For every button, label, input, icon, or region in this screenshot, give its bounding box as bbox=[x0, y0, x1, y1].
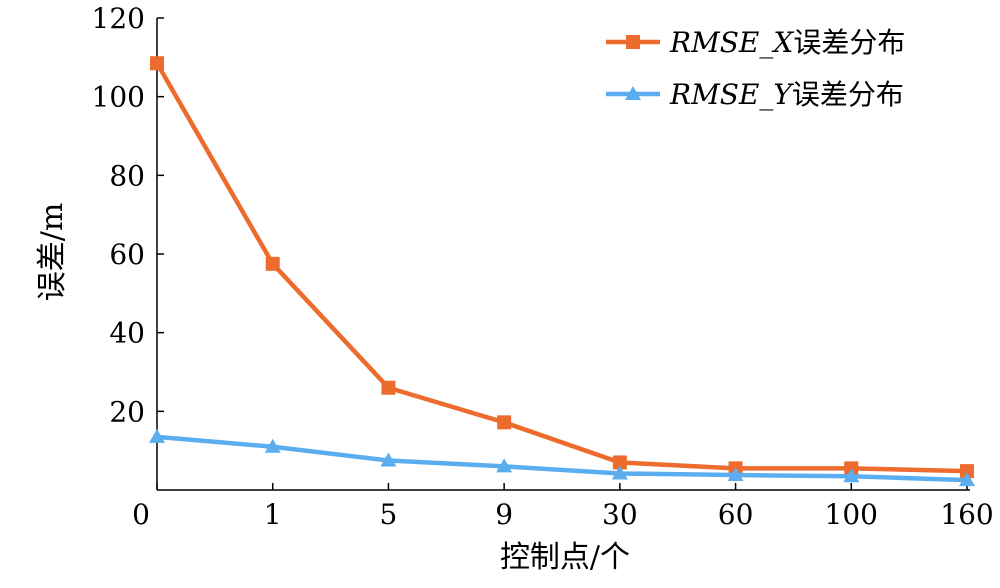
data-point-marker bbox=[380, 452, 397, 467]
x-tick-label: 160 bbox=[940, 498, 993, 531]
series-line bbox=[156, 434, 968, 483]
data-point-marker bbox=[149, 428, 165, 443]
data-point-marker bbox=[381, 380, 396, 395]
x-tick-label: 9 bbox=[495, 498, 513, 531]
x-tick-label: 0 bbox=[132, 498, 150, 531]
legend-label: RMSE_Y误差分布 bbox=[669, 78, 904, 111]
x-tick-label: 100 bbox=[825, 498, 878, 531]
series-rmse-x bbox=[150, 56, 974, 479]
y-tick-label: 40 bbox=[109, 317, 145, 350]
y-tick-label: 80 bbox=[109, 159, 145, 192]
y-tick-label: 20 bbox=[109, 395, 145, 428]
x-tick-label: 5 bbox=[380, 498, 398, 531]
axes: 20 40 60 80 100 120 0 1 5 9 30 60 100 160 bbox=[92, 2, 994, 531]
data-point-marker bbox=[727, 467, 744, 482]
legend-label-suffix: 误差分布 bbox=[792, 78, 904, 111]
data-point-marker bbox=[843, 468, 860, 483]
x-tick-label: 30 bbox=[602, 498, 638, 531]
series-rmse-y bbox=[149, 428, 975, 487]
legend-entry: RMSE_Y误差分布 bbox=[606, 78, 904, 111]
data-point-marker bbox=[496, 458, 513, 473]
y-tick-label: 60 bbox=[109, 238, 145, 271]
data-point-marker bbox=[264, 438, 281, 453]
data-point-marker bbox=[612, 455, 627, 470]
data-point-marker bbox=[959, 472, 975, 487]
y-tick-label: 120 bbox=[92, 2, 145, 35]
legend-marker bbox=[625, 86, 641, 100]
series-line bbox=[155, 62, 968, 474]
data-point-marker bbox=[265, 256, 280, 271]
legend-label-italic: RMSE_X bbox=[669, 26, 794, 59]
legend-label-italic: RMSE_Y bbox=[669, 78, 794, 111]
x-tick-label: 1 bbox=[264, 498, 282, 531]
data-point-marker bbox=[611, 465, 628, 480]
data-point-marker bbox=[497, 415, 512, 430]
legend-label-suffix: 误差分布 bbox=[793, 26, 905, 59]
x-axis-title: 控制点/个 bbox=[500, 540, 630, 575]
data-point-marker bbox=[150, 56, 164, 71]
series-layer bbox=[149, 56, 975, 487]
y-tick-label: 100 bbox=[92, 81, 145, 114]
x-tick-label: 60 bbox=[718, 498, 754, 531]
y-axis-title: 误差/m bbox=[35, 203, 70, 302]
legend-label: RMSE_X误差分布 bbox=[669, 26, 905, 59]
data-point-marker bbox=[960, 464, 974, 479]
legend-entry: RMSE_X误差分布 bbox=[606, 26, 905, 59]
legend-marker bbox=[626, 35, 640, 49]
